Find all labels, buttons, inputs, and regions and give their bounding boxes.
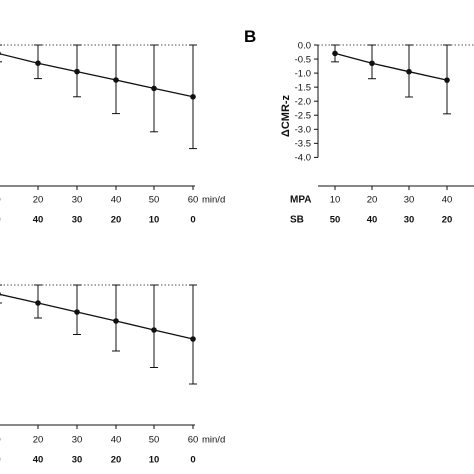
data-point <box>332 50 338 57</box>
x-tick-label: 0 <box>0 215 1 226</box>
x-tick-label: 10 <box>330 195 341 206</box>
series-line <box>0 53 194 98</box>
x-tick-label: 10 <box>149 215 160 226</box>
data-point <box>113 318 119 324</box>
data-point <box>0 292 1 296</box>
x-tick-label: 40 <box>367 215 378 226</box>
x-tick-label: 40 <box>111 195 122 206</box>
x-tick-label: 0 <box>190 215 195 226</box>
data-point <box>74 309 80 315</box>
x-tick-label: 50 <box>330 215 341 226</box>
x-tick-label: 60 <box>188 195 199 206</box>
data-point <box>35 60 41 66</box>
data-point <box>444 77 450 83</box>
y-tick-label: 0.0 <box>298 40 311 51</box>
data-point <box>151 327 157 333</box>
y-tick-label: -1.0 <box>295 68 311 79</box>
x-unit-label: min/d <box>202 435 225 446</box>
y-tick-label: -0.5 <box>295 54 311 65</box>
data-point <box>406 68 412 75</box>
x-tick-label: 0 <box>0 435 1 446</box>
x-tick-label: 20 <box>111 215 122 226</box>
data-point <box>35 300 41 306</box>
data-point <box>113 77 119 83</box>
data-point <box>74 68 80 75</box>
data-point <box>0 51 1 56</box>
x-tick-label: 30 <box>72 215 83 226</box>
x-tick-label: 20 <box>33 195 44 206</box>
series-line <box>0 293 194 340</box>
row-label-mpa: MPA <box>290 195 311 206</box>
x-tick-label: 0 <box>0 455 1 466</box>
x-unit-label: min/d <box>202 195 225 206</box>
x-tick-label: 30 <box>72 435 83 446</box>
y-tick-label: -2.0 <box>295 97 311 108</box>
x-tick-label: 60 <box>188 435 199 446</box>
panel-2-plot: 0.0 -0.5 -1.0 -1.5 -2.0 -2.5 -3.0 -3.5 -4.0 MPA 10… <box>290 40 474 226</box>
x-tick-label: 20 <box>111 455 122 466</box>
x-tick-label: 30 <box>404 215 415 226</box>
x-tick-label: 0 <box>190 455 195 466</box>
x-tick-label: 50 <box>149 435 160 446</box>
y-tick-label: -3.0 <box>295 125 311 136</box>
x-tick-label: 30 <box>72 455 83 466</box>
data-point <box>151 85 157 92</box>
series-line <box>334 52 448 81</box>
x-tick-label: 0 <box>0 195 1 206</box>
x-tick-label: 40 <box>33 455 44 466</box>
row-label-sb: SB <box>290 215 304 226</box>
x-tick-label: 40 <box>442 195 453 206</box>
x-tick-label: 20 <box>442 215 453 226</box>
y-tick-label: -4.0 <box>295 153 311 164</box>
x-tick-label: 30 <box>404 195 415 206</box>
x-tick-label: 10 <box>149 455 160 466</box>
x-tick-label: 50 <box>149 195 160 206</box>
data-point <box>190 94 196 100</box>
y-tick-label: -2.5 <box>295 111 311 122</box>
panel-b-y-axis-label: ΔCMR-z <box>280 94 292 137</box>
data-point <box>369 60 375 67</box>
x-tick-label: 40 <box>111 435 122 446</box>
x-tick-label: 20 <box>367 195 378 206</box>
data-point <box>190 336 196 342</box>
x-tick-label: 20 <box>33 435 44 446</box>
panel-letter-b: B <box>244 27 256 46</box>
y-tick-label: -3.5 <box>295 139 311 150</box>
x-tick-label: 30 <box>72 195 83 206</box>
y-tick-label: -1.5 <box>295 82 311 93</box>
x-tick-label: 40 <box>33 215 44 226</box>
